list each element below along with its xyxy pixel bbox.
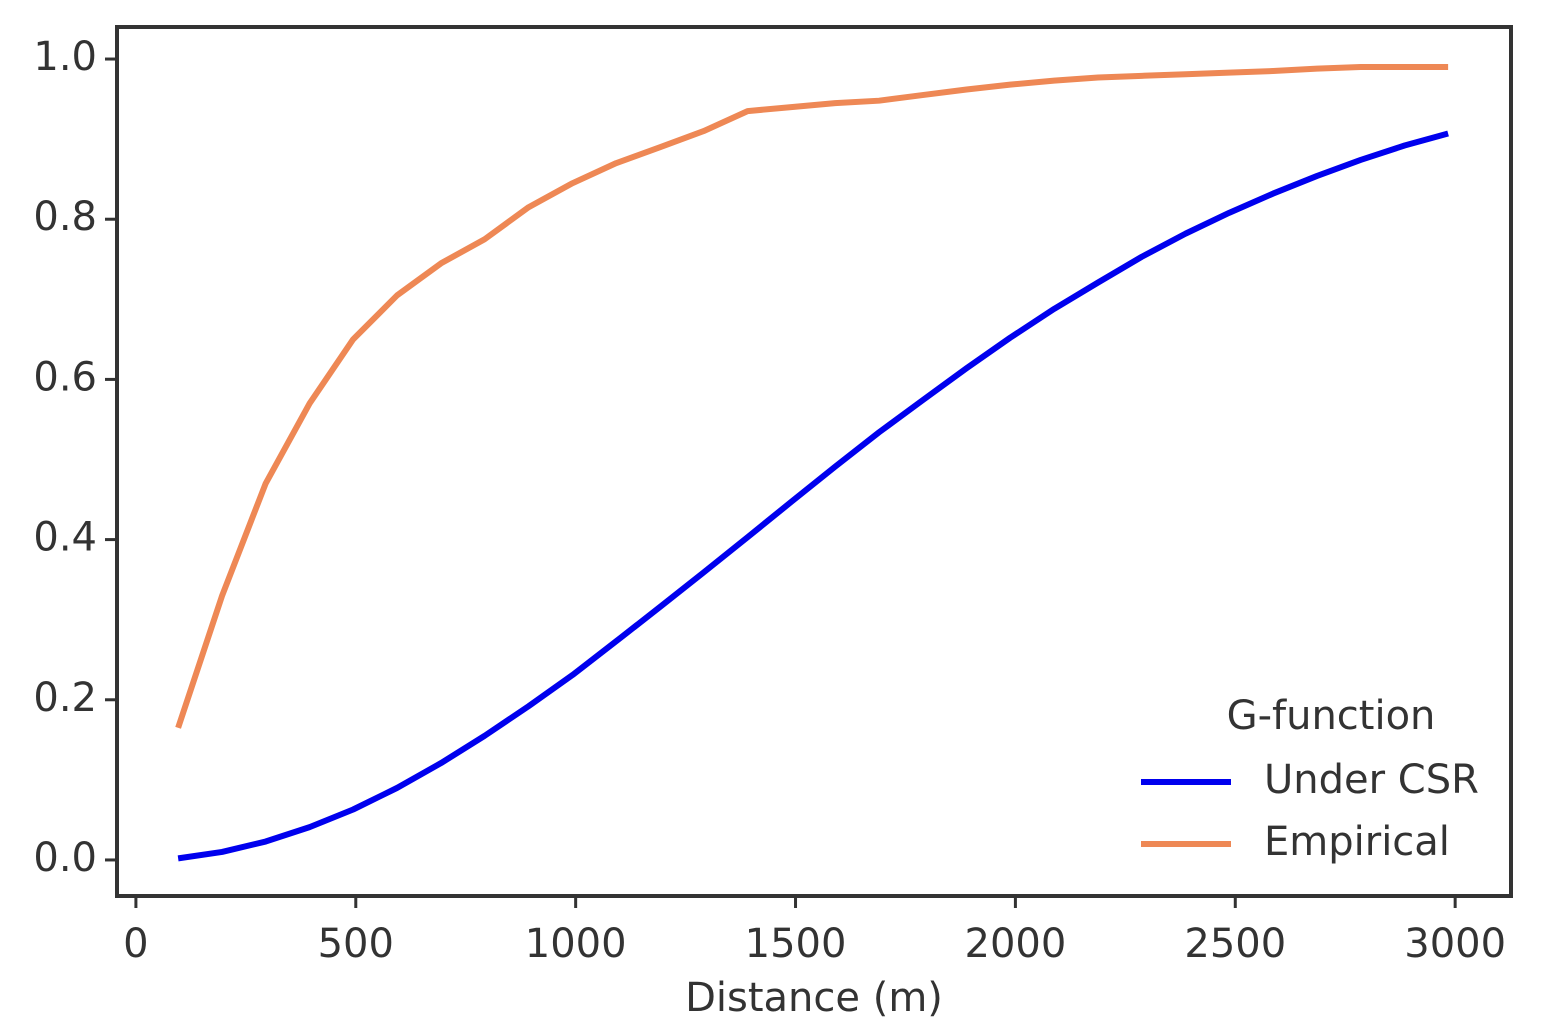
legend-title: G-function xyxy=(1227,693,1436,739)
y-tick-label: 0.4 xyxy=(33,515,97,561)
line-series xyxy=(177,130,1449,862)
legend-label: Empirical xyxy=(1264,819,1450,865)
x-tick-label: 0 xyxy=(123,921,148,967)
y-tick-label: 0.0 xyxy=(33,835,97,881)
x-tick-label: 500 xyxy=(318,921,394,967)
x-axis-label: Distance (m) xyxy=(685,975,943,1021)
y-tick-label: 0.8 xyxy=(33,194,97,240)
y-tick-label: 0.2 xyxy=(33,675,97,721)
y-tick-label: 1.0 xyxy=(33,34,97,80)
legend-label: Under CSR xyxy=(1264,757,1479,803)
x-tick-label: 3000 xyxy=(1404,921,1506,967)
x-tick-label: 1500 xyxy=(745,921,847,967)
plot-frame xyxy=(115,25,1513,898)
x-tick-label: 2500 xyxy=(1184,921,1286,967)
line-series xyxy=(175,64,1449,729)
x-tick-label: 1000 xyxy=(525,921,627,967)
x-tick-label: 2000 xyxy=(965,921,1067,967)
y-tick-label: 0.6 xyxy=(33,354,97,400)
